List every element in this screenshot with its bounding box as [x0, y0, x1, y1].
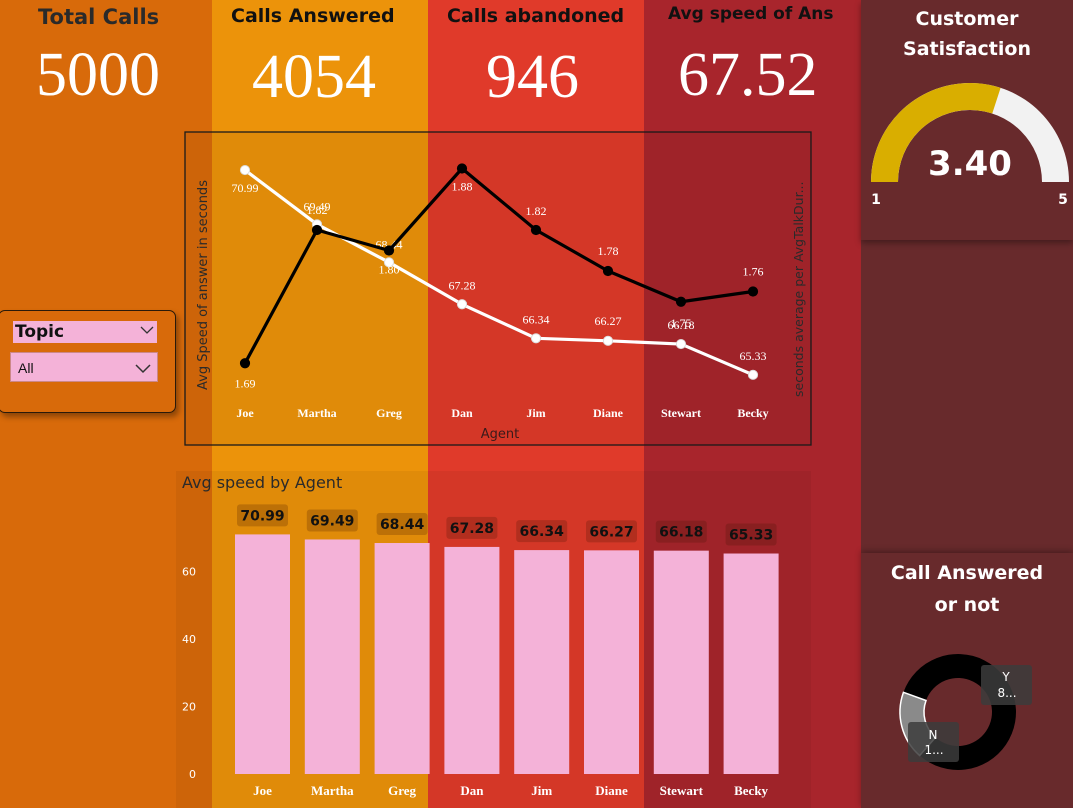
chevron-down-icon[interactable] — [140, 321, 154, 343]
kpi-title-calls-answered: Calls Answered — [231, 5, 395, 27]
donut-label-no: N — [929, 728, 938, 742]
call-answered-donut: Y 8... N 1... — [899, 654, 1032, 770]
satisfaction-title-line1: Customer — [915, 8, 1019, 30]
kpi-title-calls-abandoned: Calls abandoned — [447, 5, 625, 27]
topic-dropdown[interactable]: All — [10, 352, 158, 382]
call-answered-title-line1: Call Answered — [890, 562, 1044, 584]
call-answered-title-line2: or not — [934, 594, 1000, 616]
gauge-value: 3.40 — [928, 144, 1012, 184]
donut-label-yes-box — [981, 665, 1032, 705]
call-answered-title: Call Answered or not — [861, 557, 1073, 621]
kpi-column-abandoned — [428, 0, 644, 808]
kpi-column-speed — [644, 0, 861, 808]
satisfaction-title: Customer Satisfaction — [861, 4, 1073, 64]
gauge-max: 5 — [1058, 192, 1068, 208]
donut-value-no: 1... — [924, 743, 943, 757]
kpi-column-answered — [212, 0, 428, 808]
kpi-title-total-calls: Total Calls — [38, 5, 160, 29]
kpi-value-calls-answered: 4054 — [252, 43, 376, 111]
slicer-title: Topic — [13, 321, 157, 343]
kpi-title-avg-speed: Avg speed of Ans — [668, 4, 834, 24]
donut-value-yes: 8... — [997, 686, 1016, 700]
topic-slicer: Topic All — [0, 310, 176, 413]
gauge-fill — [871, 82, 1001, 182]
donut-label-no-box — [908, 722, 959, 762]
kpi-value-total-calls: 5000 — [36, 41, 160, 109]
satisfaction-title-line2: Satisfaction — [903, 38, 1031, 60]
gauge-min: 1 — [871, 192, 881, 208]
chevron-down-icon — [135, 355, 151, 385]
kpi-value-calls-abandoned: 946 — [486, 43, 579, 111]
topic-dropdown-value: All — [18, 360, 34, 376]
donut-label-yes: Y — [1001, 670, 1010, 684]
kpi-value-avg-speed: 67.52 — [678, 41, 818, 109]
slicer-title-label: Topic — [15, 322, 65, 342]
satisfaction-gauge: 3.40 1 5 — [871, 82, 1069, 208]
